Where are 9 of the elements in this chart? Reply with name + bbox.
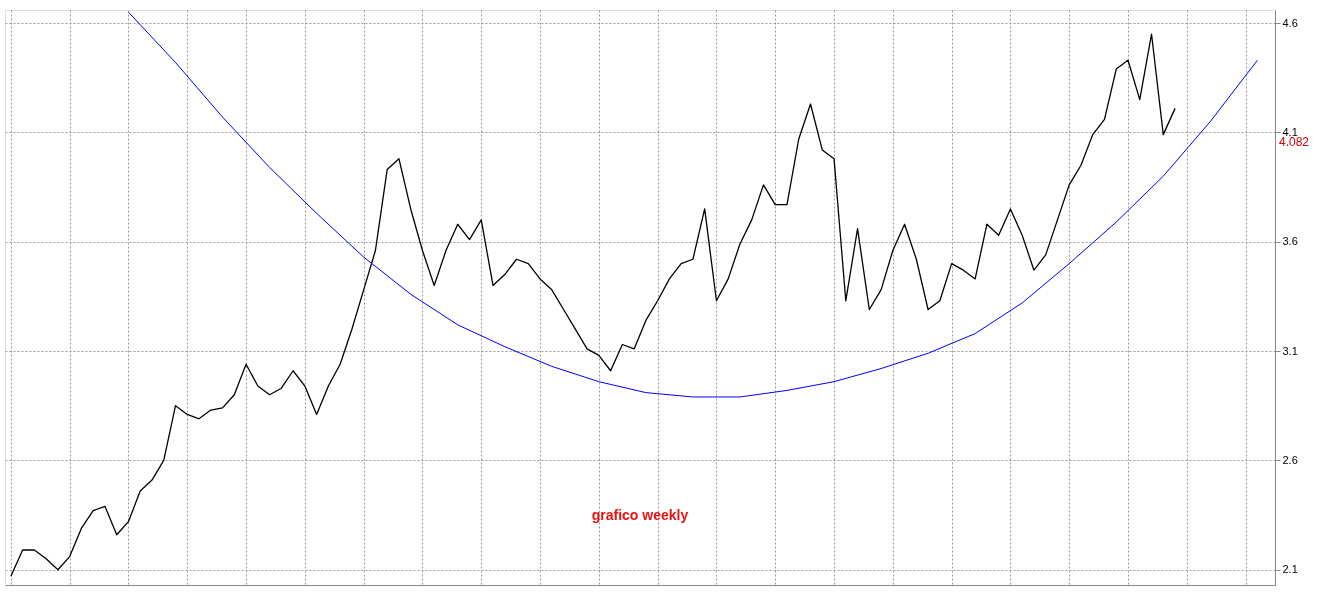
annotation: grafico weekly	[591, 507, 689, 523]
y-tick-label: 2.6	[1282, 453, 1298, 466]
y-tick-label: 3.6	[1282, 235, 1298, 248]
y-tick-label: 3.1	[1282, 344, 1298, 357]
y-tick-label: 2.1	[1282, 563, 1298, 576]
line-series	[10, 33, 1176, 577]
line-series	[127, 11, 1258, 398]
y-tick-label: 4.1	[1282, 125, 1298, 138]
y-tick-label: 4.6	[1282, 16, 1298, 29]
